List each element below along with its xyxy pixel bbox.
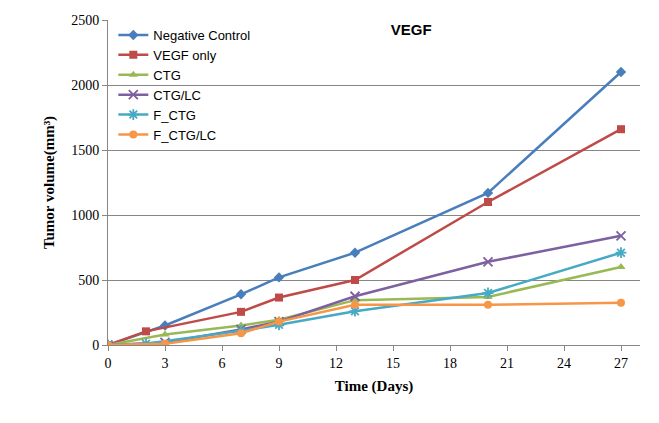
svg-text:2000: 2000	[71, 78, 99, 93]
svg-text:2500: 2500	[71, 13, 99, 28]
svg-text:0: 0	[105, 356, 112, 371]
svg-text:F_CTG: F_CTG	[153, 108, 196, 123]
svg-text:Negative Control: Negative Control	[153, 28, 250, 43]
svg-text:0: 0	[92, 338, 99, 353]
svg-text:Tumor volume(mm³): Tumor volume(mm³)	[41, 116, 58, 249]
svg-text:18: 18	[443, 356, 457, 371]
svg-text:500: 500	[78, 273, 99, 288]
svg-text:VEGF: VEGF	[391, 21, 432, 38]
svg-text:24: 24	[557, 356, 571, 371]
svg-text:CTG/LC: CTG/LC	[153, 88, 201, 103]
svg-text:VEGF only: VEGF only	[153, 48, 216, 63]
svg-text:6: 6	[219, 356, 226, 371]
svg-text:12: 12	[329, 356, 343, 371]
svg-text:27: 27	[614, 356, 628, 371]
svg-text:15: 15	[386, 356, 400, 371]
svg-text:1000: 1000	[71, 208, 99, 223]
svg-text:F_CTG/LC: F_CTG/LC	[153, 128, 216, 143]
svg-text:Time (Days): Time (Days)	[335, 378, 413, 395]
svg-text:CTG: CTG	[153, 68, 180, 83]
svg-text:3: 3	[162, 356, 169, 371]
svg-text:21: 21	[500, 356, 514, 371]
svg-text:9: 9	[276, 356, 283, 371]
svg-text:1500: 1500	[71, 143, 99, 158]
